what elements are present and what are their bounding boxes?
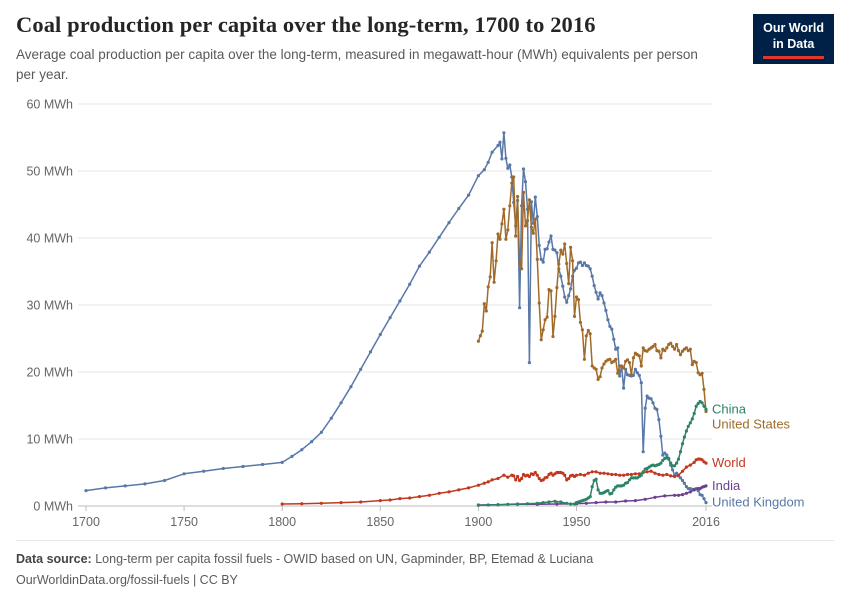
- svg-text:2016: 2016: [692, 515, 720, 529]
- footer-separator: |: [192, 572, 197, 587]
- svg-text:India: India: [712, 478, 741, 493]
- line-chart: 0 MWh 10 MWh 20 MWh 30 MWh 40 MWh 50 MWh 60 MW…: [0, 88, 850, 538]
- chart-header: Coal production per capita over the long…: [16, 12, 834, 84]
- owid-logo: Our World in Data: [753, 14, 834, 64]
- data-source-line: Data source: Long-term per capita fossil…: [16, 549, 834, 570]
- svg-text:0 MWh: 0 MWh: [33, 500, 73, 514]
- page-title: Coal production per capita over the long…: [16, 12, 596, 37]
- owid-logo-line1: Our World: [763, 21, 824, 35]
- chart-footer: Data source: Long-term per capita fossil…: [16, 540, 834, 590]
- owid-logo-line2: in Data: [772, 37, 815, 52]
- svg-text:United Kingdom: United Kingdom: [712, 495, 805, 510]
- svg-text:1900: 1900: [464, 515, 492, 529]
- svg-text:1700: 1700: [72, 515, 100, 529]
- owid-logo-red-rule: [763, 55, 824, 59]
- svg-text:1850: 1850: [366, 515, 394, 529]
- owid-url: OurWorldinData.org/fossil-fuels: [16, 572, 190, 587]
- svg-text:40 MWh: 40 MWh: [26, 232, 73, 246]
- svg-text:World: World: [712, 455, 746, 470]
- chart-subtitle: Average coal production per capita over …: [16, 47, 698, 82]
- svg-text:China: China: [712, 402, 747, 417]
- license-label: CC BY: [199, 572, 238, 587]
- svg-text:United States: United States: [712, 417, 791, 432]
- data-source-label: Data source:: [16, 552, 92, 567]
- chart-canvas: 0 MWh 10 MWh 20 MWh 30 MWh 40 MWh 50 MWh 60 MW…: [26, 98, 805, 530]
- svg-text:30 MWh: 30 MWh: [26, 299, 73, 313]
- svg-text:10 MWh: 10 MWh: [26, 433, 73, 447]
- attribution-line: OurWorldinData.org/fossil-fuels | CC BY: [16, 570, 834, 591]
- svg-text:1950: 1950: [563, 515, 591, 529]
- svg-text:1800: 1800: [268, 515, 296, 529]
- svg-text:20 MWh: 20 MWh: [26, 366, 73, 380]
- data-source-text: Long-term per capita fossil fuels - OWID…: [95, 552, 594, 567]
- svg-text:50 MWh: 50 MWh: [26, 165, 73, 179]
- svg-text:1750: 1750: [170, 515, 198, 529]
- svg-text:60 MWh: 60 MWh: [26, 98, 73, 112]
